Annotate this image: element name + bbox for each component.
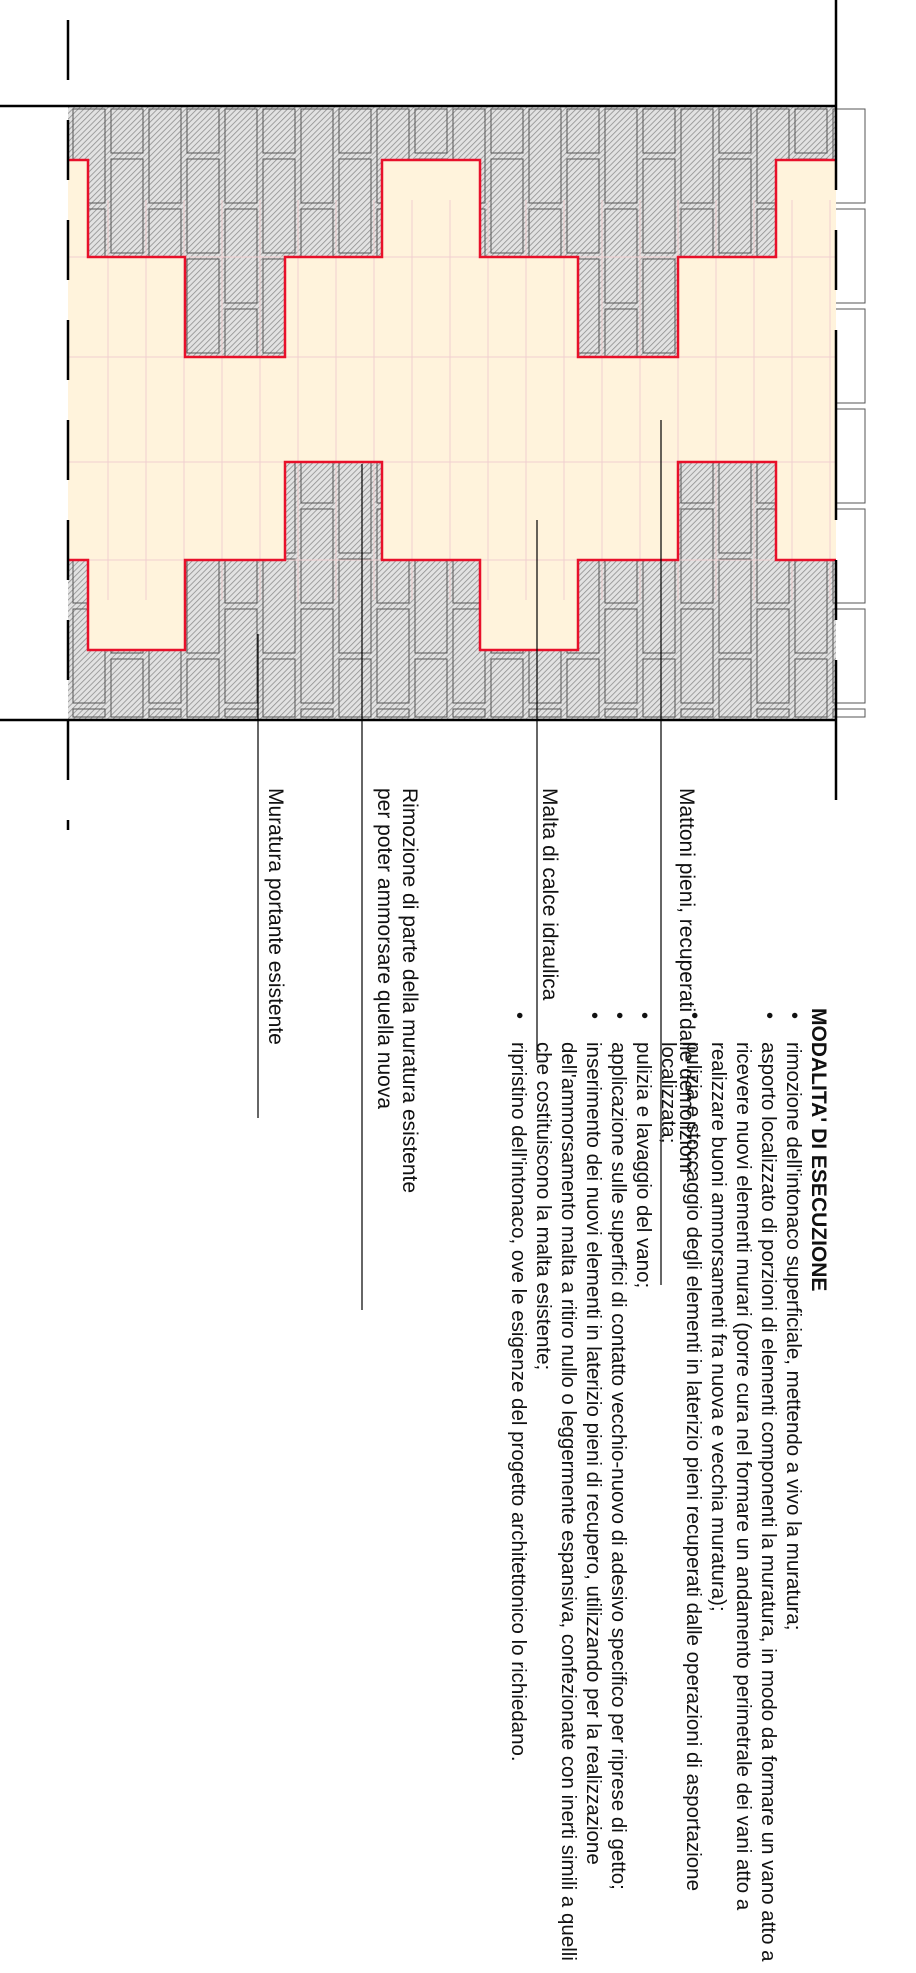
existing-brick [756, 108, 790, 204]
existing-brick [300, 708, 334, 718]
existing-brick [756, 608, 790, 704]
existing-brick [224, 208, 258, 304]
existing-brick [262, 108, 296, 154]
existing-brick [262, 658, 296, 718]
existing-brick [72, 708, 106, 718]
notes-list: rimozione dell'intonaco superficiale, me… [506, 1008, 806, 1973]
existing-brick [262, 558, 296, 654]
existing-brick [604, 708, 638, 718]
existing-brick [604, 208, 638, 304]
existing-brick [642, 108, 676, 154]
note-item: inserimento dei nuovi elementi in lateri… [531, 1042, 606, 1973]
label-muratura: Muratura portante esistente [264, 788, 287, 1045]
existing-brick [490, 108, 524, 154]
existing-brick [642, 558, 676, 654]
label-rimozione-line1: Rimozione di parte della muratura esiste… [398, 788, 421, 1194]
existing-brick [566, 158, 600, 254]
existing-brick [224, 608, 258, 704]
existing-brick [338, 558, 372, 654]
existing-brick [604, 108, 638, 204]
existing-brick [718, 558, 752, 654]
notes-title: MODALITA' DI ESECUZIONE [807, 1008, 830, 1292]
existing-brick [490, 658, 524, 718]
existing-brick [680, 608, 714, 704]
existing-brick [452, 608, 486, 704]
existing-brick [186, 158, 220, 254]
existing-brick [832, 308, 866, 404]
existing-brick [642, 158, 676, 254]
existing-brick [832, 508, 866, 604]
execution-notes: MODALITA' DI ESECUZIONE rimozione dell'i… [506, 1008, 831, 1973]
label-rimozione: Rimozione di parte della muratura esiste… [372, 788, 422, 1193]
existing-brick [718, 658, 752, 718]
existing-brick [338, 158, 372, 254]
existing-brick [832, 608, 866, 704]
existing-brick [338, 658, 372, 718]
existing-brick [186, 558, 220, 654]
existing-brick [756, 708, 790, 718]
existing-brick [300, 608, 334, 704]
existing-brick [832, 208, 866, 304]
new-brick-outline-lower [68, 460, 836, 652]
existing-brick [338, 108, 372, 154]
existing-brick [338, 458, 372, 554]
existing-brick [718, 108, 752, 154]
existing-brick [528, 108, 562, 204]
existing-brick [604, 608, 638, 704]
existing-brick [186, 658, 220, 718]
existing-brick [110, 108, 144, 154]
existing-brick [110, 658, 144, 718]
existing-brick [148, 708, 182, 718]
note-item: rimozione dell'intonaco superficiale, me… [781, 1042, 806, 1973]
existing-brick [680, 508, 714, 604]
existing-brick [718, 158, 752, 254]
existing-brick [110, 158, 144, 254]
existing-brick [186, 258, 220, 354]
existing-brick [262, 158, 296, 254]
existing-brick [376, 608, 410, 704]
note-item: asporto localizzato di porzioni di eleme… [706, 1042, 781, 1973]
existing-brick [414, 658, 448, 718]
note-item: applicazione sulle superfici di contatto… [606, 1042, 631, 1973]
existing-brick [148, 108, 182, 204]
existing-brick [566, 658, 600, 718]
existing-brick [414, 108, 448, 154]
existing-brick [642, 258, 676, 354]
existing-brick [224, 108, 258, 204]
existing-brick [566, 108, 600, 154]
note-item: pulizia e lavaggio del vano; [631, 1042, 656, 1973]
existing-brick [642, 658, 676, 718]
existing-brick [528, 708, 562, 718]
existing-brick [376, 708, 410, 718]
existing-brick [794, 558, 828, 654]
existing-brick [832, 708, 866, 718]
existing-brick [300, 108, 334, 204]
existing-brick [452, 708, 486, 718]
existing-brick [832, 108, 866, 204]
existing-brick [794, 108, 828, 154]
existing-brick [186, 108, 220, 154]
existing-brick [680, 108, 714, 204]
existing-brick [490, 158, 524, 254]
existing-brick [794, 658, 828, 718]
existing-brick [300, 508, 334, 604]
existing-brick [832, 408, 866, 504]
note-item: ripristino dell'intonaco, ove le esigenz… [506, 1042, 531, 1973]
label-rimozione-line2: per poter ammorsare quella nuova [373, 788, 396, 1110]
existing-brick [414, 558, 448, 654]
label-malta: Malta di calce idraulica [538, 788, 561, 1001]
existing-brick [718, 458, 752, 554]
note-item: pulizia e stoccaggio degli elementi in l… [656, 1042, 706, 1973]
existing-brick [680, 708, 714, 718]
existing-brick [224, 708, 258, 718]
new-brick-outline [68, 158, 836, 359]
